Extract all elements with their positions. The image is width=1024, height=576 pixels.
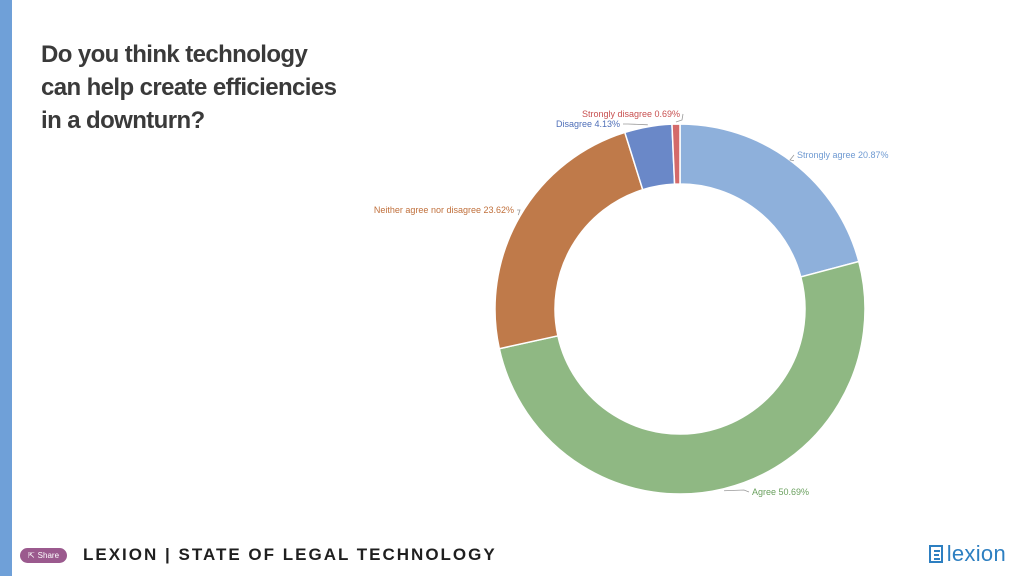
data-label-agree: Agree 50.69% xyxy=(752,487,809,497)
leader-line-neither-agree-nor-disagree xyxy=(517,209,521,216)
lexion-logo: lexion xyxy=(928,541,1006,567)
leader-line-strongly-agree xyxy=(789,154,795,162)
data-label-disagree: Disagree 4.13% xyxy=(556,119,620,129)
data-label-neither-agree-nor-disagree: Neither agree nor disagree 23.62% xyxy=(374,205,514,215)
chart-question-title: Do you think technology can help create … xyxy=(41,38,341,137)
question-line-2: can help create efficiencies xyxy=(41,74,337,101)
left-accent-bar xyxy=(0,0,12,576)
leader-line-disagree xyxy=(623,123,648,126)
leader-line-agree xyxy=(724,489,750,493)
data-label-strongly-agree: Strongly agree 20.87% xyxy=(797,150,889,160)
footer-title: LEXION | STATE OF LEGAL TECHNOLOGY xyxy=(83,545,497,564)
lexion-logo-text: lexion xyxy=(946,541,1006,566)
share-icon: ⇱ xyxy=(27,551,35,560)
share-button[interactable]: ⇱ Share xyxy=(20,548,67,563)
question-line-1: Do you think technology xyxy=(41,41,308,68)
donut-slice-strongly-agree[interactable] xyxy=(679,123,860,278)
lexion-logo-icon xyxy=(928,545,943,563)
question-line-3: in a downturn? xyxy=(41,107,205,134)
donut-slice-neither-agree-nor-disagree[interactable] xyxy=(494,131,644,350)
donut-slice-agree[interactable] xyxy=(498,260,866,495)
share-button-label: Share xyxy=(37,551,60,560)
data-label-strongly-disagree: Strongly disagree 0.69% xyxy=(582,109,680,119)
donut-slice-strongly-disagree[interactable] xyxy=(671,123,681,185)
leader-line-strongly-disagree xyxy=(675,113,684,123)
